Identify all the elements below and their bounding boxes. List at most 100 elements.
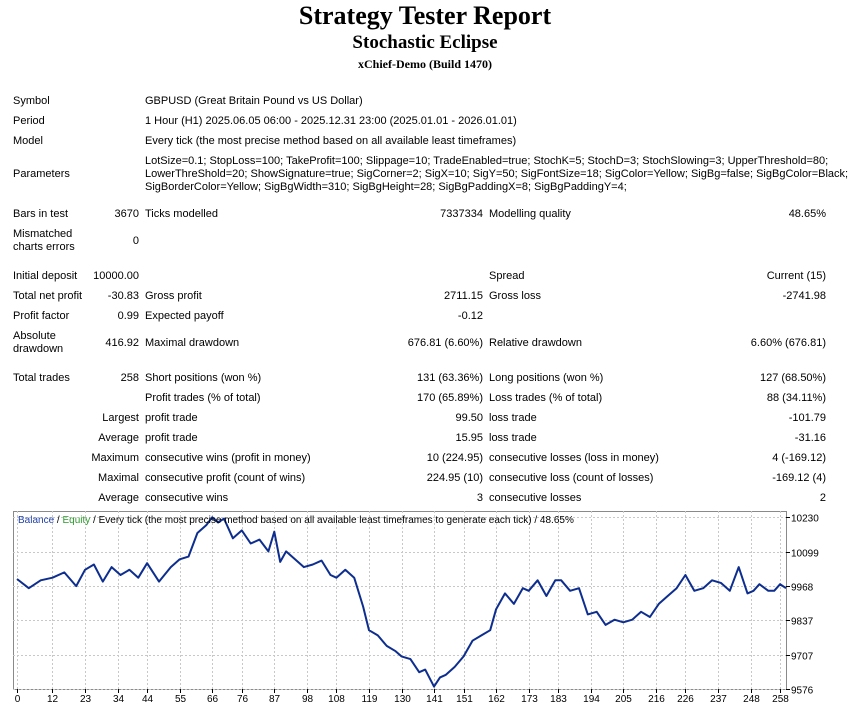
average-label: Average bbox=[98, 432, 139, 444]
y-tick-label: 9576 bbox=[791, 686, 814, 697]
ticks-value: 7337334 bbox=[440, 208, 483, 220]
x-tick-label: 141 bbox=[426, 694, 443, 705]
profit-trades-value: 170 (65.89%) bbox=[416, 392, 483, 404]
average-loss-trade-value: -31.16 bbox=[794, 432, 826, 444]
parameters-line-1: LotSize=0.1; StopLoss=100; TakeProfit=10… bbox=[145, 155, 829, 167]
profit-factor-value: 0.99 bbox=[117, 310, 139, 322]
relative-drawdown-value: 6.60% (676.81) bbox=[750, 337, 826, 349]
model-label: Model bbox=[13, 135, 43, 147]
model-value: Every tick (the most precise method base… bbox=[145, 135, 517, 147]
absolute-drawdown-label-1: Absolute bbox=[13, 330, 56, 342]
net-profit-label: Total net profit bbox=[13, 290, 83, 302]
total-trades-label: Total trades bbox=[13, 372, 70, 384]
x-tick-label: 87 bbox=[269, 694, 281, 705]
y-tick-label: 9968 bbox=[791, 583, 814, 594]
y-tick-label: 10099 bbox=[791, 549, 819, 560]
loss-trades-value: 88 (34.11%) bbox=[766, 392, 826, 404]
x-tick-label: 44 bbox=[142, 694, 154, 705]
x-tick-label: 258 bbox=[772, 694, 789, 705]
spread-value: Current (15) bbox=[766, 270, 826, 282]
maximal-consecutive-profit-value: 224.95 (10) bbox=[426, 472, 483, 484]
legend-equity: Equity bbox=[62, 515, 90, 526]
x-tick-label: 248 bbox=[743, 694, 760, 705]
average-consecutive-wins-value: 3 bbox=[476, 492, 483, 504]
x-tick-label: 0 bbox=[15, 694, 21, 705]
loss-trades-label: Loss trades (% of total) bbox=[489, 392, 603, 404]
gross-loss-label: Gross loss bbox=[489, 290, 541, 302]
average-consecutive-losses-label: consecutive losses bbox=[489, 492, 582, 504]
profit-trades-label: Profit trades (% of total) bbox=[145, 392, 261, 404]
x-tick-label: 173 bbox=[521, 694, 538, 705]
long-positions-value: 127 (68.50%) bbox=[759, 372, 826, 384]
max-consecutive-losses-label: consecutive losses (loss in money) bbox=[489, 452, 659, 464]
gross-profit-value: 2711.15 bbox=[444, 290, 483, 302]
x-tick-label: 76 bbox=[237, 694, 249, 705]
mismatched-label-2: charts errors bbox=[13, 241, 75, 253]
x-tick-label: 23 bbox=[80, 694, 92, 705]
spread-label: Spread bbox=[489, 270, 525, 282]
y-tick-label: 9707 bbox=[791, 652, 814, 663]
x-tick-label: 119 bbox=[362, 694, 378, 705]
x-tick-label: 162 bbox=[488, 694, 505, 705]
gross-profit-label: Gross profit bbox=[145, 290, 202, 302]
build-info: xChief-Demo (Build 1470) bbox=[358, 57, 492, 71]
relative-drawdown-label: Relative drawdown bbox=[489, 337, 582, 349]
x-tick-label: 130 bbox=[394, 694, 411, 705]
x-axis: 0 12 23 34 44 55 66 76 87 98 108 119 130 141 151 162 173… bbox=[15, 689, 789, 705]
x-tick-label: 226 bbox=[677, 694, 694, 705]
maximal-consecutive-loss-label: consecutive loss (count of losses) bbox=[489, 472, 654, 484]
x-tick-label: 237 bbox=[710, 694, 727, 705]
average-profit-trade-value: 15.95 bbox=[455, 432, 483, 444]
chart-legend: Balance / Equity / Every tick (the most … bbox=[18, 515, 574, 526]
period-value: 1 Hour (H1) 2025.06.05 06:00 - 2025.12.3… bbox=[145, 115, 517, 127]
mismatched-value: 0 bbox=[132, 235, 139, 247]
x-tick-label: 98 bbox=[302, 694, 314, 705]
profit-factor-label: Profit factor bbox=[13, 310, 70, 322]
short-positions-value: 131 (63.36%) bbox=[416, 372, 483, 384]
short-positions-label: Short positions (won %) bbox=[145, 372, 262, 384]
legend-balance: Balance bbox=[18, 515, 55, 526]
strategy-name: Stochastic Eclipse bbox=[352, 32, 498, 53]
largest-profit-trade-label: profit trade bbox=[145, 412, 198, 424]
x-tick-label: 151 bbox=[456, 694, 473, 705]
largest-loss-trade-label: loss trade bbox=[489, 412, 537, 424]
x-tick-label: 194 bbox=[583, 694, 600, 705]
largest-loss-trade-value: -101.79 bbox=[788, 412, 826, 424]
max-consecutive-losses-value: 4 (-169.12) bbox=[772, 452, 826, 464]
plot-frame bbox=[13, 511, 787, 690]
average-consecutive-losses-value: 2 bbox=[819, 492, 826, 504]
y-tick-label: 9837 bbox=[791, 617, 814, 628]
x-tick-label: 55 bbox=[175, 694, 187, 705]
bars-value: 3670 bbox=[114, 208, 139, 220]
mismatched-label-1: Mismatched bbox=[13, 228, 73, 240]
max-consecutive-wins-label: consecutive wins (profit in money) bbox=[145, 452, 311, 464]
x-tick-label: 108 bbox=[328, 694, 345, 705]
symbol-label: Symbol bbox=[13, 95, 50, 107]
maximal-drawdown-value: 676.81 (6.60%) bbox=[407, 337, 483, 349]
y-tick-label: 10230 bbox=[791, 514, 819, 525]
line-layer bbox=[16, 516, 787, 688]
maximal-drawdown-label: Maximal drawdown bbox=[145, 337, 240, 349]
maximal-consecutive-loss-value: -169.12 (4) bbox=[772, 472, 826, 484]
deposit-value: 10000.00 bbox=[93, 270, 139, 282]
maximal-consecutive-profit-label: consecutive profit (count of wins) bbox=[145, 472, 306, 484]
report-title: Strategy Tester Report bbox=[298, 1, 552, 30]
parameters-line-2: LowerThreShold=20; ShowSignature=true; S… bbox=[145, 168, 849, 180]
x-tick-label: 205 bbox=[615, 694, 632, 705]
max-consecutive-wins-value: 10 (224.95) bbox=[426, 452, 483, 464]
deposit-label: Initial deposit bbox=[13, 270, 78, 282]
quality-value: 48.65% bbox=[788, 208, 826, 220]
average-loss-trade-label: loss trade bbox=[489, 432, 537, 444]
maximal-label: Maximal bbox=[98, 472, 139, 484]
x-tick-label: 183 bbox=[550, 694, 567, 705]
total-trades-value: 258 bbox=[120, 372, 139, 384]
absolute-drawdown-value: 416.92 bbox=[105, 337, 139, 349]
average-consecutive-label: Average bbox=[98, 492, 139, 504]
gross-loss-value: -2741.98 bbox=[782, 290, 826, 302]
balance-chart: 9576 9707 9837 9968 10099 10230 0 12 23 34 44 55 66… bbox=[13, 511, 842, 705]
expected-payoff-label: Expected payoff bbox=[145, 310, 224, 322]
parameters-label: Parameters bbox=[13, 168, 70, 180]
grid-layer bbox=[13, 511, 786, 690]
symbol-value: GBPUSD (Great Britain Pound vs US Dollar… bbox=[145, 95, 363, 107]
quality-label: Modelling quality bbox=[489, 208, 571, 220]
